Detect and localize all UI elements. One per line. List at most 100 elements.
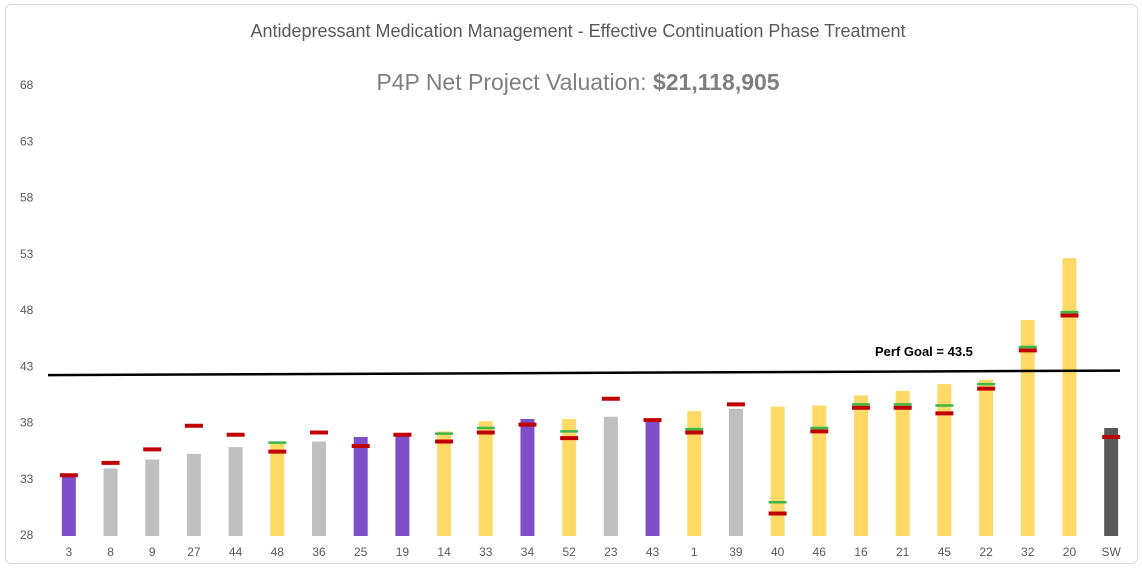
bar [437,431,452,536]
marker [1102,435,1121,439]
marker [226,432,245,437]
x-tick-label: 16 [854,545,868,559]
x-tick-label: SW [1101,545,1121,559]
x-tick-label: 46 [813,545,827,559]
bar [270,442,285,536]
bar [186,453,201,536]
y-tick-label: 33 [20,472,34,486]
x-tick-label: 14 [437,545,451,559]
bar [145,459,160,536]
x-tick-label: 33 [479,545,493,559]
bar [937,384,952,536]
x-tick-label: 36 [312,545,326,559]
y-tick-label: 58 [20,191,34,205]
bar [1104,428,1119,536]
bar [687,411,702,536]
y-tick-label: 38 [20,416,34,430]
y-tick-label: 48 [20,303,34,317]
chart-title: Antidepressant Medication Management - E… [250,21,905,41]
marker [685,430,704,435]
marker [435,439,454,444]
marker [810,426,829,430]
marker [518,422,537,427]
x-tick-label: 23 [604,545,618,559]
bar [1020,320,1035,536]
bar [520,419,535,536]
marker [476,426,495,430]
marker [268,441,287,444]
y-tick-label: 63 [20,134,34,148]
marker [935,411,954,416]
marker [852,405,870,410]
marker [184,423,203,428]
marker [810,429,829,434]
marker [1018,345,1037,349]
y-tick-label: 53 [20,247,34,261]
marker [310,430,328,435]
marker [560,430,579,433]
subtitle-label: P4P Net Project Valuation: [376,69,653,95]
x-tick-label: 52 [562,545,576,559]
x-tick-label: 19 [396,545,410,559]
marker [393,432,412,437]
x-tick-label: 22 [979,545,993,559]
bar [478,421,493,536]
bar [562,419,577,536]
marker [852,403,870,406]
marker [768,511,787,516]
marker [1060,313,1079,318]
bar [603,416,618,536]
bar [61,475,76,536]
marker [476,430,495,435]
marker [601,396,620,401]
marker [893,403,912,406]
chart-subtitle: P4P Net Project Valuation: $21,118,905 [376,69,779,95]
marker [101,460,120,465]
x-tick-label: 32 [1021,545,1035,559]
x-tick-label: 20 [1063,545,1077,559]
x-tick-label: 1 [691,545,698,559]
bar [979,379,994,536]
marker [59,473,78,478]
goal-line [47,369,1121,377]
marker [143,447,162,452]
x-tick-label: 27 [187,545,201,559]
marker [643,418,662,423]
marker [935,404,954,407]
y-tick-label: 68 [20,78,34,92]
bar [645,419,660,536]
x-tick-label: 8 [107,545,114,559]
bar [812,405,827,536]
marker [893,405,912,410]
bar [895,390,910,536]
bar [854,395,868,536]
x-tick-label: 39 [729,545,743,559]
subtitle-value: $21,118,905 [653,69,780,95]
bar [770,406,785,536]
x-tick-label: 45 [938,545,952,559]
x-tick-label: 48 [271,545,285,559]
bar [312,441,326,536]
x-tick-label: 25 [354,545,368,559]
marker [726,402,745,407]
x-tick-label: 9 [149,545,156,559]
marker [977,382,996,386]
x-tick-label: 21 [896,545,910,559]
bar [395,434,410,536]
marker [351,444,370,448]
x-tick-label: 34 [521,545,535,559]
marker [560,436,579,441]
bar [228,447,243,536]
x-tick-label: 43 [646,545,660,559]
goal-label: Perf Goal = 43.5 [875,344,973,359]
bar [1062,258,1077,536]
marker [977,386,996,391]
marker [435,432,454,435]
marker [768,501,787,504]
bar [728,408,743,536]
x-tick-label: 44 [229,545,243,559]
marker [685,427,704,431]
x-tick-label: 40 [771,545,785,559]
marker [1018,348,1037,353]
